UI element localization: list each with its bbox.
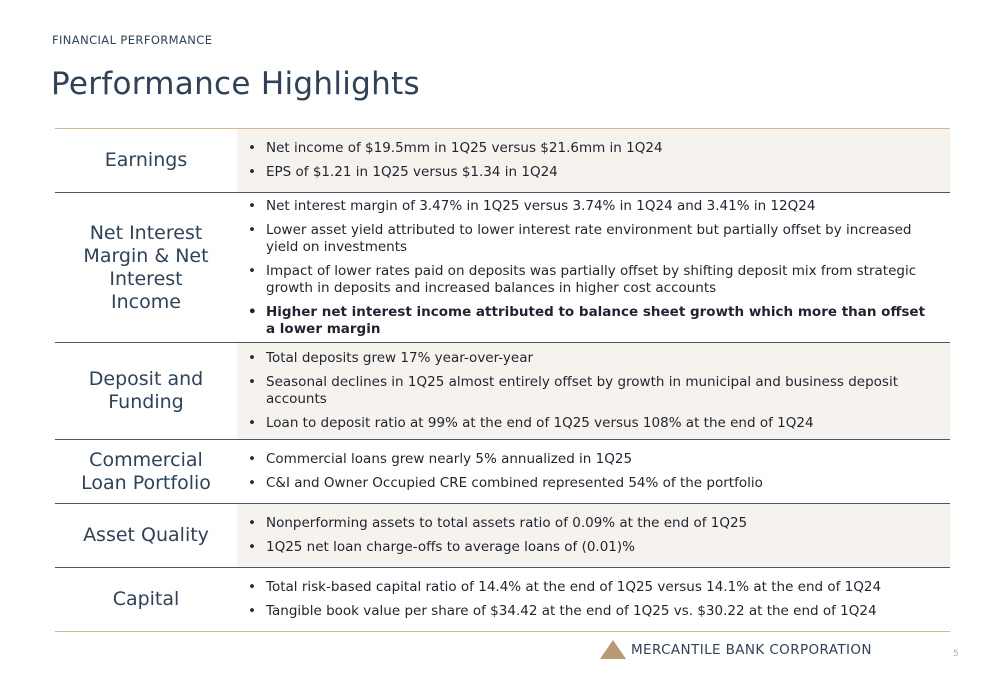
section-label: FINANCIAL PERFORMANCE: [52, 33, 213, 47]
row-label-net-interest: Net Interest Margin & Net Interest Incom…: [55, 192, 237, 343]
bullet-item: Tangible book value per share of $34.42 …: [237, 603, 932, 620]
bullet-item: Seasonal declines in 1Q25 almost entirel…: [237, 374, 932, 408]
bullet-list: Total risk-based capital ratio of 14.4% …: [237, 579, 950, 620]
row-body-capital: Total risk-based capital ratio of 14.4% …: [237, 568, 950, 632]
row-body-earnings: Net income of $19.5mm in 1Q25 versus $21…: [237, 128, 950, 193]
row-label-earnings: Earnings: [55, 128, 237, 193]
bullet-item: EPS of $1.21 in 1Q25 versus $1.34 in 1Q2…: [237, 164, 932, 181]
row-label-deposit-funding: Deposit and Funding: [55, 342, 237, 440]
bullet-list: Total deposits grew 17% year-over-year S…: [237, 350, 950, 432]
row-body-deposit-funding: Total deposits grew 17% year-over-year S…: [237, 342, 950, 440]
bullet-item: Nonperforming assets to total assets rat…: [237, 515, 932, 532]
bullet-item: C&I and Owner Occupied CRE combined repr…: [237, 475, 932, 492]
bullet-item: Lower asset yield attributed to lower in…: [237, 222, 932, 256]
row-asset-quality: Asset Quality Nonperforming assets to to…: [55, 503, 950, 568]
bullet-list: Commercial loans grew nearly 5% annualiz…: [237, 451, 950, 492]
bullet-item: Total risk-based capital ratio of 14.4% …: [237, 579, 932, 596]
company-logo: MERCANTILE BANK CORPORATION: [600, 640, 872, 659]
row-net-interest: Net Interest Margin & Net Interest Incom…: [55, 192, 950, 343]
bullet-item-emphasized: Higher net interest income attributed to…: [237, 304, 932, 338]
company-name: MERCANTILE BANK CORPORATION: [631, 641, 872, 658]
row-label-text: Net Interest Margin & Net Interest Incom…: [83, 221, 209, 313]
bullet-list: Net income of $19.5mm in 1Q25 versus $21…: [237, 140, 950, 181]
triangle-logo-icon: [600, 640, 626, 659]
bullet-item: Net income of $19.5mm in 1Q25 versus $21…: [237, 140, 932, 157]
row-label-text: Deposit and Funding: [88, 368, 204, 413]
bullet-item: Loan to deposit ratio at 99% at the end …: [237, 415, 932, 432]
bullet-item: Commercial loans grew nearly 5% annualiz…: [237, 451, 932, 468]
page-title: Performance Highlights: [51, 66, 421, 102]
row-deposit-funding: Deposit and Funding Total deposits grew …: [55, 342, 950, 440]
row-label-commercial-loan: Commercial Loan Portfolio: [55, 439, 237, 504]
row-commercial-loan: Commercial Loan Portfolio Commercial loa…: [55, 439, 950, 504]
bullet-item: Net interest margin of 3.47% in 1Q25 ver…: [237, 198, 932, 215]
bullet-item: Total deposits grew 17% year-over-year: [237, 350, 932, 367]
page-number: 5: [953, 649, 959, 659]
bullet-item: Impact of lower rates paid on deposits w…: [237, 263, 932, 297]
row-body-asset-quality: Nonperforming assets to total assets rat…: [237, 503, 950, 568]
row-body-net-interest: Net interest margin of 3.47% in 1Q25 ver…: [237, 193, 950, 343]
row-label-asset-quality: Asset Quality: [55, 503, 237, 568]
row-body-commercial-loan: Commercial loans grew nearly 5% annualiz…: [237, 440, 950, 504]
bullet-list: Net interest margin of 3.47% in 1Q25 ver…: [237, 198, 950, 338]
row-label-capital: Capital: [55, 567, 237, 632]
row-capital: Capital Total risk-based capital ratio o…: [55, 567, 950, 632]
bullet-list: Nonperforming assets to total assets rat…: [237, 515, 950, 556]
highlights-table: Earnings Net income of $19.5mm in 1Q25 v…: [55, 128, 950, 632]
bullet-item: 1Q25 net loan charge-offs to average loa…: [237, 539, 932, 556]
row-label-text: Commercial Loan Portfolio: [81, 448, 211, 494]
row-earnings: Earnings Net income of $19.5mm in 1Q25 v…: [55, 128, 950, 193]
